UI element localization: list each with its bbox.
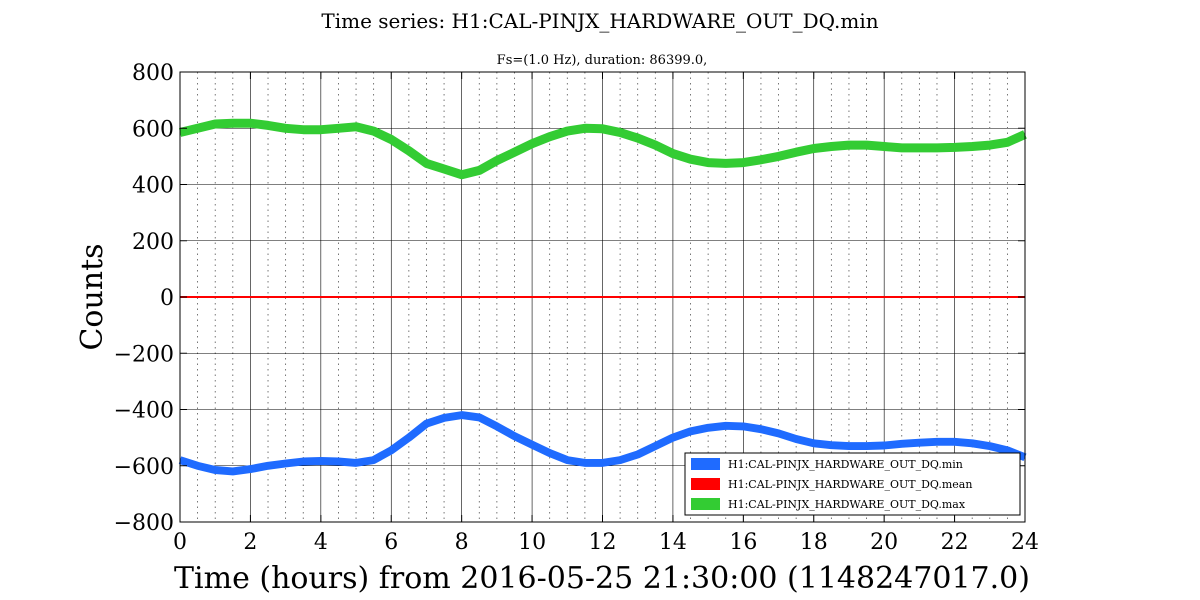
y-tick-label: 400 bbox=[132, 174, 174, 199]
legend: H1:CAL-PINJX_HARDWARE_OUT_DQ.min H1:CAL-P… bbox=[684, 452, 1021, 516]
x-tick-label: 18 bbox=[800, 530, 828, 555]
x-axis-ticks: 0 2 4 6 8 10 12 14 16 18 20 22 24 bbox=[173, 72, 1039, 555]
x-tick-label: 16 bbox=[729, 530, 757, 555]
x-tick-label: 22 bbox=[941, 530, 969, 555]
y-axis-label: Counts bbox=[75, 243, 110, 350]
legend-box bbox=[684, 452, 1021, 516]
x-tick-label: 14 bbox=[659, 530, 687, 555]
y-tick-label: 0 bbox=[160, 286, 174, 311]
y-tick-label: 800 bbox=[132, 61, 174, 86]
legend-label-2: H1:CAL-PINJX_HARDWARE_OUT_DQ.max bbox=[728, 498, 966, 511]
y-tick-label: −200 bbox=[114, 342, 174, 367]
x-tick-label: 12 bbox=[589, 530, 617, 555]
series-line-0 bbox=[178, 411, 1027, 476]
x-tick-label: 6 bbox=[384, 530, 398, 555]
x-tick-label: 20 bbox=[870, 530, 898, 555]
x-axis-label: Time (hours) from 2016-05-25 21:30:00 (1… bbox=[174, 561, 1030, 596]
x-tick-label: 24 bbox=[1011, 530, 1039, 555]
chart-title: Time series: H1:CAL-PINJX_HARDWARE_OUT_D… bbox=[321, 9, 878, 33]
x-tick-label: 4 bbox=[314, 530, 328, 555]
x-tick-label: 0 bbox=[173, 530, 187, 555]
x-tick-label: 2 bbox=[243, 530, 257, 555]
x-tick-label: 8 bbox=[455, 530, 469, 555]
y-tick-label: −800 bbox=[114, 511, 174, 536]
legend-swatch-2 bbox=[691, 498, 720, 510]
y-tick-label: 600 bbox=[132, 117, 174, 142]
y-tick-label: −400 bbox=[114, 399, 174, 424]
y-tick-label: 200 bbox=[132, 230, 174, 255]
series-line-2 bbox=[178, 118, 1027, 180]
x-tick-label: 10 bbox=[518, 530, 546, 555]
legend-label-1: H1:CAL-PINJX_HARDWARE_OUT_DQ.mean bbox=[728, 478, 972, 491]
chart-subtitle: Fs=(1.0 Hz), duration: 86399.0, bbox=[497, 53, 708, 68]
y-axis-ticks: −800 −600 −400 −200 0 200 400 600 800 bbox=[114, 61, 1025, 536]
legend-label-0: H1:CAL-PINJX_HARDWARE_OUT_DQ.min bbox=[728, 458, 963, 471]
legend-swatch-0 bbox=[691, 458, 720, 470]
legend-swatch-1 bbox=[691, 478, 720, 490]
series-layer bbox=[178, 118, 1027, 476]
y-tick-label: −600 bbox=[114, 455, 174, 480]
